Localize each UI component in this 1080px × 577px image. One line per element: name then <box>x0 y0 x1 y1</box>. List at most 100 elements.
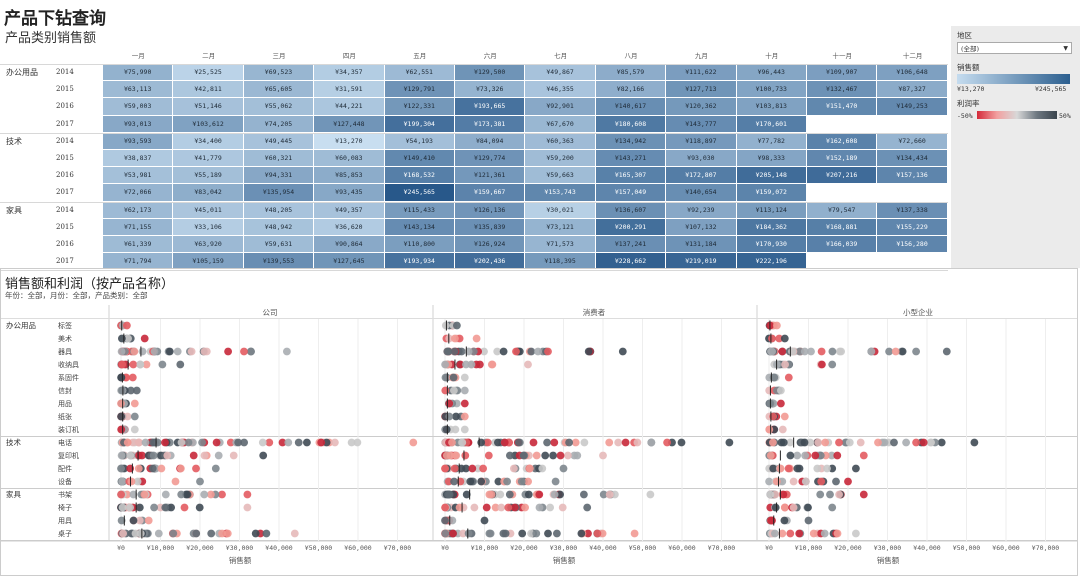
scatter-dot[interactable] <box>198 438 207 447</box>
scatter-dot[interactable] <box>444 347 453 356</box>
scatter-dot[interactable] <box>303 438 311 447</box>
scatter-dot[interactable] <box>123 438 132 447</box>
scatter-dot[interactable] <box>177 438 186 447</box>
scatter-dot[interactable] <box>441 464 449 473</box>
scatter-dot[interactable] <box>768 334 776 343</box>
scatter-dot[interactable] <box>800 347 809 356</box>
scatter-dot[interactable] <box>212 438 221 447</box>
scatter-dot[interactable] <box>786 529 795 538</box>
heatmap-cell[interactable]: ¥193,665 <box>455 98 526 116</box>
scatter-dot[interactable] <box>937 438 946 447</box>
scatter-dot[interactable] <box>614 438 623 447</box>
heatmap-cell[interactable]: ¥137,338 <box>877 201 948 219</box>
scatter-dot[interactable] <box>832 477 840 486</box>
scatter-dot[interactable] <box>584 529 592 538</box>
scatter-dot[interactable] <box>467 360 476 369</box>
scatter-dot[interactable] <box>470 503 479 512</box>
scatter-dot[interactable] <box>135 451 143 460</box>
scatter-dot[interactable] <box>482 503 491 512</box>
scatter-dot[interactable] <box>564 451 572 460</box>
scatter-dot[interactable] <box>441 373 450 382</box>
scatter-dot[interactable] <box>784 373 793 382</box>
scatter-dot[interactable] <box>455 503 464 512</box>
scatter-dot[interactable] <box>117 490 125 499</box>
scatter-dot[interactable] <box>476 360 484 369</box>
heatmap-cell[interactable]: ¥111,622 <box>666 64 737 82</box>
heatmap-cell[interactable]: ¥121,361 <box>455 167 526 185</box>
scatter-dot[interactable] <box>494 477 503 486</box>
scatter-dot[interactable] <box>544 529 552 538</box>
heatmap-cell[interactable]: ¥48,205 <box>243 201 315 219</box>
scatter-dot[interactable] <box>240 438 249 447</box>
heatmap-cell[interactable]: ¥55,189 <box>173 167 244 185</box>
scatter-dot[interactable] <box>499 347 508 356</box>
scatter-dot[interactable] <box>189 451 198 460</box>
scatter-dot[interactable] <box>200 347 209 356</box>
scatter-dot[interactable] <box>177 464 185 473</box>
scatter-dot[interactable] <box>149 438 158 447</box>
scatter-dot[interactable] <box>970 438 979 447</box>
heatmap-cell[interactable]: ¥59,200 <box>525 150 596 168</box>
scatter-dot[interactable] <box>477 438 486 447</box>
scatter-dot[interactable] <box>130 347 139 356</box>
heatmap-cell[interactable]: ¥75,990 <box>103 64 174 82</box>
heatmap-cell[interactable]: ¥33,106 <box>173 218 244 236</box>
scatter-dot[interactable] <box>118 386 126 395</box>
heatmap-cell[interactable]: ¥159,072 <box>736 184 807 202</box>
scatter-dot[interactable] <box>505 490 514 499</box>
scatter-dot[interactable] <box>778 347 787 356</box>
scatter-dot[interactable] <box>514 438 523 447</box>
scatter-dot[interactable] <box>786 451 795 460</box>
scatter-dot[interactable] <box>451 425 460 434</box>
scatter-dot[interactable] <box>769 464 778 473</box>
scatter-dot[interactable] <box>813 464 822 473</box>
scatter-dot[interactable] <box>817 347 826 356</box>
heatmap-cell[interactable]: ¥34,357 <box>314 64 385 82</box>
scatter-dot[interactable] <box>207 529 216 538</box>
scatter-dot[interactable] <box>161 438 169 447</box>
scatter-dot[interactable] <box>510 464 518 473</box>
scatter-dot[interactable] <box>780 503 789 512</box>
heatmap-cell[interactable]: ¥92,239 <box>666 201 737 219</box>
scatter-dot[interactable] <box>493 347 502 356</box>
heatmap-cell[interactable]: ¥79,547 <box>807 201 878 219</box>
scatter-dot[interactable] <box>462 490 471 499</box>
heatmap-cell[interactable]: ¥62,551 <box>384 64 455 82</box>
scatter-dot[interactable] <box>725 438 734 447</box>
scatter-dot[interactable] <box>441 360 449 369</box>
scatter-dot[interactable] <box>599 451 607 460</box>
heatmap-cell[interactable]: ¥38,837 <box>103 150 174 168</box>
scatter-dot[interactable] <box>211 464 220 473</box>
heatmap-cell[interactable]: ¥85,579 <box>595 64 667 82</box>
scatter-dot[interactable] <box>483 438 492 447</box>
scatter-dot[interactable] <box>543 438 551 447</box>
heatmap-cell[interactable]: ¥149,253 <box>877 98 948 116</box>
scatter-dot[interactable] <box>621 438 630 447</box>
heatmap-cell[interactable]: ¥87,327 <box>877 81 948 99</box>
scatter-dot[interactable] <box>580 490 588 499</box>
scatter-dot[interactable] <box>526 464 534 473</box>
heatmap-cell[interactable]: ¥45,011 <box>173 201 244 219</box>
heatmap-cell[interactable]: ¥140,617 <box>595 98 667 116</box>
scatter-dot[interactable] <box>150 503 159 512</box>
scatter-dot[interactable] <box>169 529 178 538</box>
heatmap-cell[interactable]: ¥60,321 <box>243 150 315 168</box>
scatter-dot[interactable] <box>126 503 134 512</box>
scatter-dot[interactable] <box>442 451 451 460</box>
scatter-dot[interactable] <box>541 451 550 460</box>
scatter-dot[interactable] <box>885 347 893 356</box>
scatter-dot[interactable] <box>927 438 935 447</box>
scatter-dot[interactable] <box>161 503 170 512</box>
scatter-dot[interactable] <box>123 412 132 421</box>
scatter-dot[interactable] <box>942 347 951 356</box>
scatter-dot[interactable] <box>484 451 493 460</box>
heatmap-cell[interactable]: ¥118,395 <box>525 253 596 271</box>
scatter-dot[interactable] <box>550 490 559 499</box>
scatter-dot[interactable] <box>573 451 582 460</box>
heatmap-cell[interactable]: ¥149,410 <box>384 150 455 168</box>
scatter-dot[interactable] <box>192 464 200 473</box>
scatter-dot[interactable] <box>126 386 135 395</box>
scatter-dot[interactable] <box>460 386 469 395</box>
scatter-dot[interactable] <box>132 386 141 395</box>
scatter-dot[interactable] <box>123 321 131 330</box>
